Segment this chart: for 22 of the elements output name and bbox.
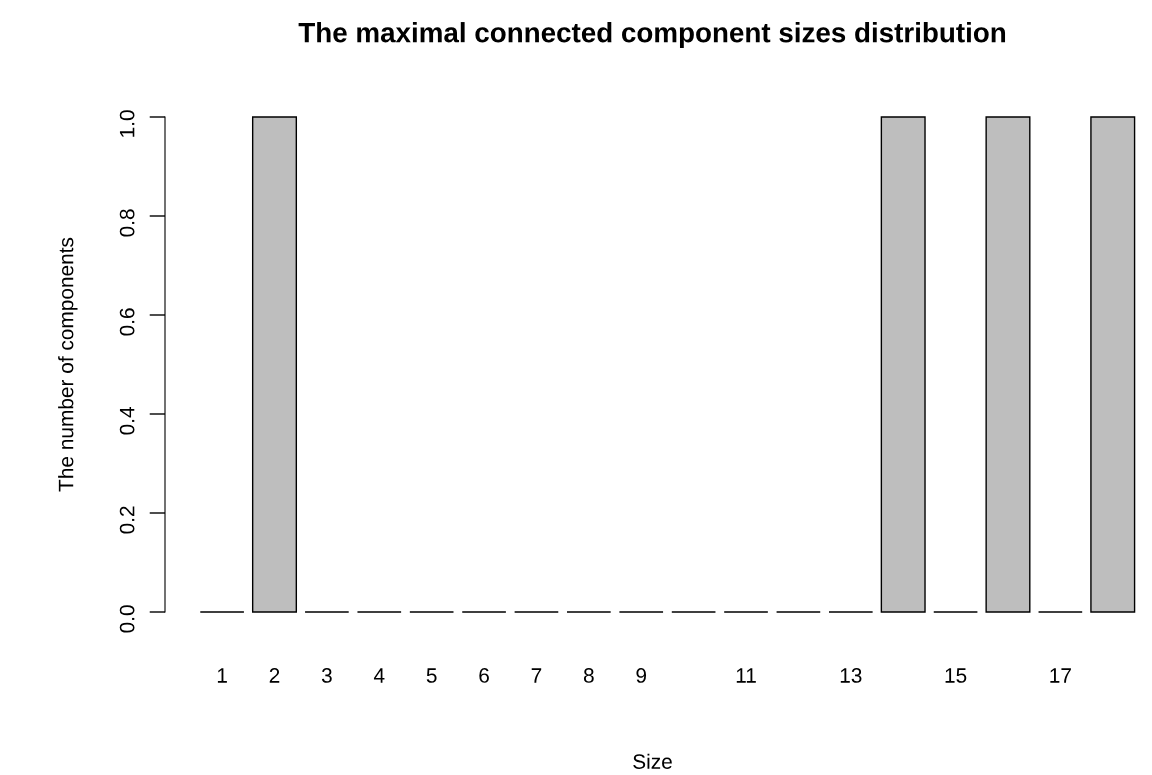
x-tick-label: 5: [426, 668, 437, 683]
x-tick-label: 7: [531, 668, 542, 683]
chart-title: The maximal connected component sizes distribution: [298, 22, 1006, 48]
y-tick-label: 0.2: [119, 506, 135, 534]
x-tick-label: 3: [321, 668, 332, 683]
y-tick-label: 0.4: [119, 407, 135, 435]
x-tick-label: 15: [945, 668, 967, 683]
x-axis-title: Size: [633, 753, 672, 769]
y-tick-label: 1.0: [119, 110, 135, 137]
x-tick-label: 2: [269, 668, 280, 683]
y-tick-label: 0.0: [119, 605, 135, 633]
y-axis-title: The number of components: [58, 237, 78, 492]
x-tick-label: 1: [217, 668, 227, 683]
x-tick-label: 8: [583, 668, 594, 683]
x-tick-label: 4: [373, 668, 385, 683]
y-tick-label: 0.6: [119, 308, 135, 336]
x-tick-label: 17: [1050, 668, 1071, 683]
x-tick-label: 6: [479, 668, 489, 683]
y-tick-label: 0.8: [119, 209, 135, 237]
x-tick-label: 11: [736, 668, 756, 683]
x-tick-label: 9: [636, 668, 647, 683]
x-tick-label: 13: [840, 668, 862, 683]
